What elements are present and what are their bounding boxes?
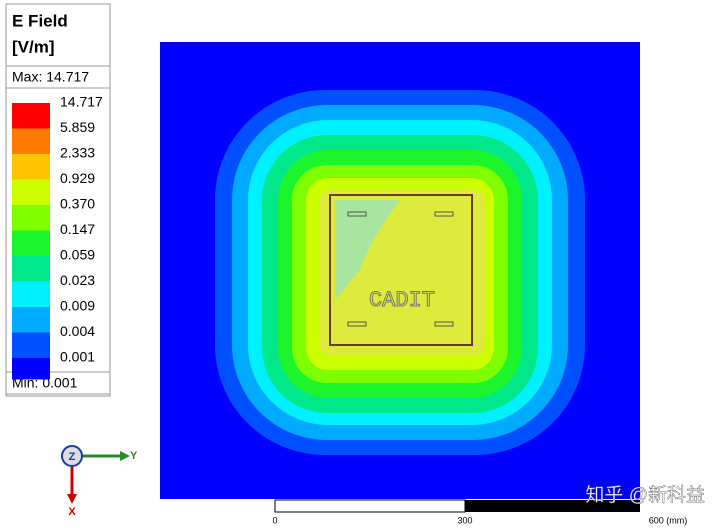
x-axis-label: X — [68, 506, 76, 518]
legend-level: 0.009 — [60, 298, 95, 314]
board-label: CADIT — [369, 288, 435, 313]
legend-color — [12, 307, 50, 333]
legend-level: 0.023 — [60, 272, 95, 288]
scale-middle: 300 — [457, 515, 472, 525]
legend-level: 0.001 — [60, 349, 95, 365]
z-axis-label: Z — [69, 451, 76, 463]
z-axis-marker — [61, 445, 83, 467]
legend-level: 0.147 — [60, 221, 95, 237]
legend-level: 0.929 — [60, 170, 95, 186]
legend-level: 0.370 — [60, 196, 95, 212]
legend-color — [12, 128, 50, 154]
pad — [347, 321, 367, 327]
legend-title: E Field — [12, 11, 68, 30]
legend-unit: [V/m] — [12, 37, 55, 56]
max-box — [5, 65, 111, 89]
legend-scale: 14.717 5.859 2.333 0.929 0.370 0.147 0.059 0.02… — [12, 94, 103, 380]
legend-color — [12, 103, 50, 129]
watermark: 知乎 @新科益 — [585, 484, 705, 506]
legend-level: 0.059 — [60, 247, 95, 263]
legend-color — [12, 332, 50, 358]
pad — [434, 211, 454, 217]
scale-bar-white — [274, 499, 466, 513]
legend-color — [12, 358, 50, 380]
scale-bar-black — [465, 500, 640, 512]
pad — [434, 321, 454, 327]
board-outline — [329, 194, 473, 346]
scale-start: 0 — [272, 515, 277, 525]
legend-color — [12, 179, 50, 205]
y-arrow-head — [120, 451, 130, 461]
x-arrow-head — [67, 494, 77, 504]
legend-level: 14.717 — [60, 94, 103, 110]
legend-level: 2.333 — [60, 145, 95, 161]
legend-max: Max: 14.717 — [12, 69, 89, 85]
legend-color — [12, 281, 50, 307]
legend-color — [12, 256, 50, 282]
pad — [347, 211, 367, 217]
legend-color — [12, 154, 50, 180]
legend-color — [12, 230, 50, 256]
legend-color — [12, 205, 50, 231]
field-patch — [335, 200, 400, 300]
legend-level: 5.859 — [60, 119, 95, 135]
y-axis-label: Y — [130, 450, 138, 462]
legend-level: 0.004 — [60, 323, 95, 339]
scale-end: 600 (mm) — [649, 515, 688, 525]
